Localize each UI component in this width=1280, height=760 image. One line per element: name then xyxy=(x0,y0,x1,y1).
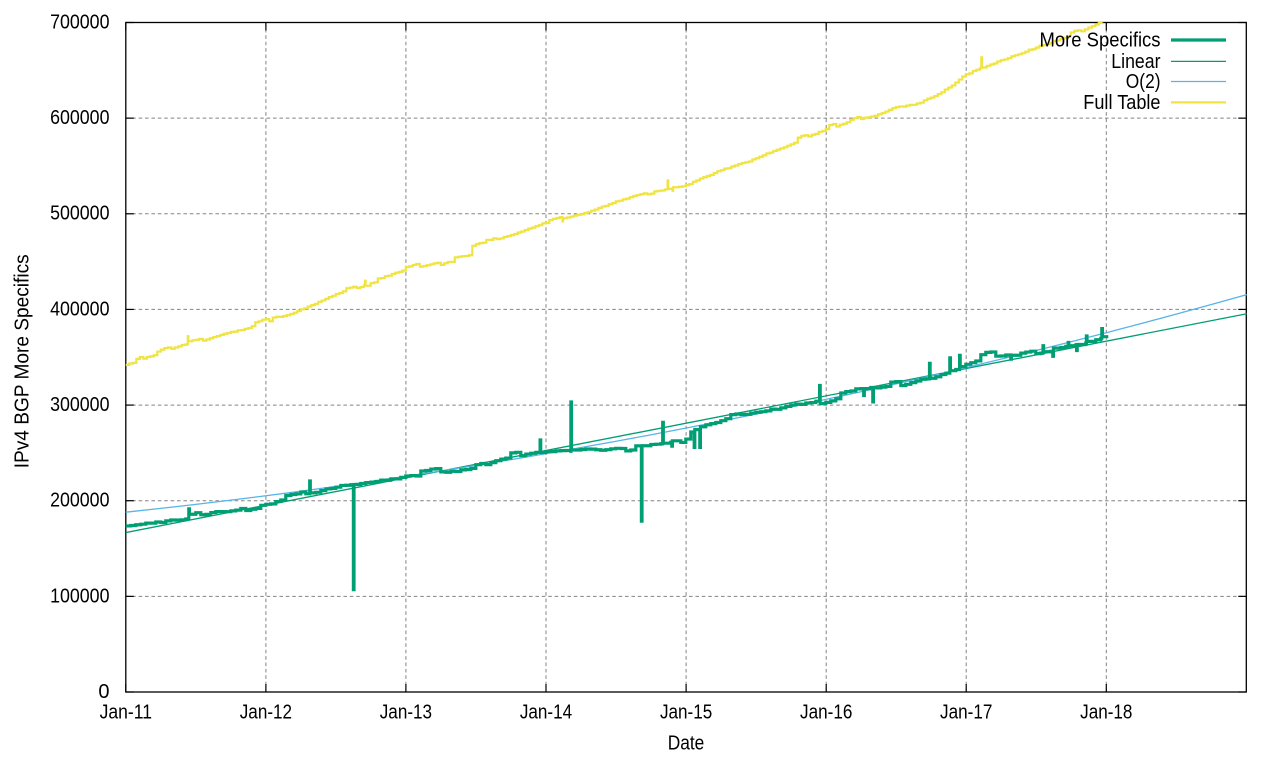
svg-text:IPv4 BGP More Specifics: IPv4 BGP More Specifics xyxy=(12,254,34,468)
svg-text:500000: 500000 xyxy=(50,203,109,225)
svg-text:Jan-13: Jan-13 xyxy=(380,702,432,724)
svg-text:Jan-16: Jan-16 xyxy=(800,702,852,724)
svg-text:0: 0 xyxy=(98,681,109,703)
svg-text:300000: 300000 xyxy=(50,394,109,416)
svg-text:600000: 600000 xyxy=(50,107,109,129)
svg-text:Date: Date xyxy=(668,733,705,755)
svg-text:Jan-17: Jan-17 xyxy=(940,702,992,724)
svg-text:200000: 200000 xyxy=(50,490,109,512)
svg-text:Jan-18: Jan-18 xyxy=(1080,702,1132,724)
svg-text:Full Table: Full Table xyxy=(1083,92,1160,114)
svg-text:400000: 400000 xyxy=(50,298,109,320)
svg-text:Linear: Linear xyxy=(1111,51,1160,73)
svg-text:Jan-11: Jan-11 xyxy=(100,702,152,724)
svg-text:Jan-15: Jan-15 xyxy=(660,702,712,724)
svg-text:100000: 100000 xyxy=(50,585,109,607)
svg-text:O(2): O(2) xyxy=(1126,71,1161,93)
svg-text:700000: 700000 xyxy=(50,11,109,33)
svg-text:Jan-14: Jan-14 xyxy=(520,702,572,724)
svg-text:More Specifics: More Specifics xyxy=(1040,30,1161,52)
svg-text:Jan-12: Jan-12 xyxy=(240,702,292,724)
